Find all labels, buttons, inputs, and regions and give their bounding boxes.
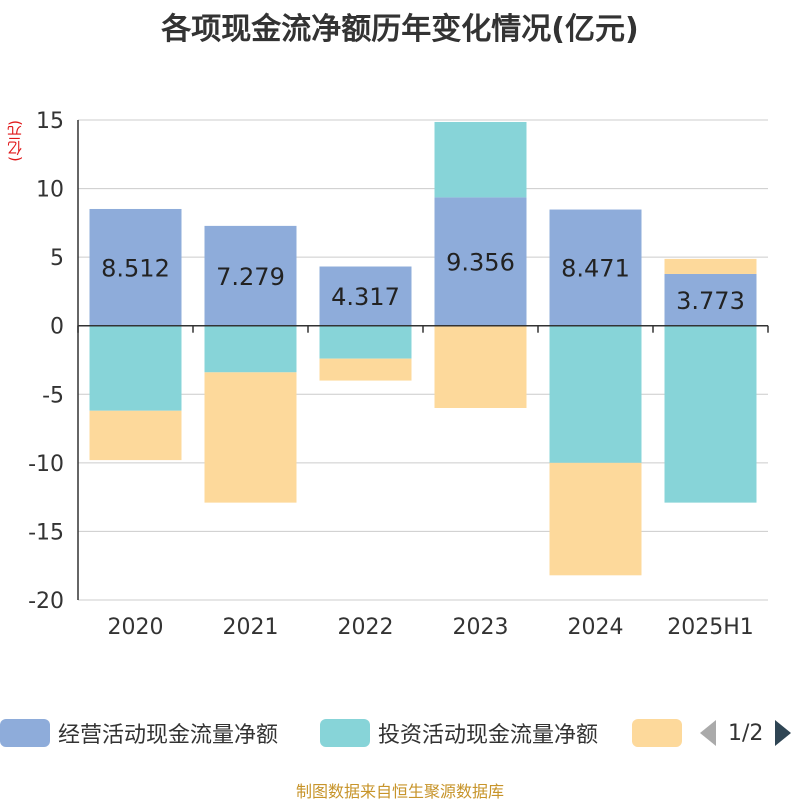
bar-financing-2020 — [89, 410, 182, 461]
bar-financing-2024 — [549, 462, 642, 576]
legend-item-financing[interactable] — [632, 718, 682, 748]
data-label-2020: 8.512 — [101, 254, 170, 282]
x-tick-label-2023: 2023 — [453, 615, 509, 640]
bar-operating-2021 — [204, 225, 297, 326]
legend-swatch-financing — [632, 719, 682, 747]
legend-label-investing: 投资活动现金流量净额 — [378, 723, 599, 748]
bar-investing-2020 — [89, 325, 182, 411]
bar-operating-2022 — [319, 266, 412, 326]
chart-title: 各项现金流净额历年变化情况(亿元) — [161, 12, 639, 47]
bar-financing-2023 — [434, 325, 527, 408]
x-tick-label-2021: 2021 — [223, 615, 279, 640]
bar-financing-2025H1 — [664, 258, 757, 274]
data-label-2021: 7.279 — [216, 263, 285, 291]
x-tick-label-2022: 2022 — [338, 615, 394, 640]
bar-financing-2021 — [204, 372, 297, 503]
bar-operating-2025H1 — [664, 273, 757, 326]
legend-page-indicator: 1/2 — [728, 720, 764, 746]
bar-investing-2022 — [319, 325, 412, 359]
legend-prev-page-icon[interactable] — [700, 720, 716, 746]
legend-item-investing[interactable]: 投资活动现金流量净额 — [320, 718, 598, 748]
chart-area: 15 10 5 0 -5 -10 -15 -20 8.512 7.279 4.317 9.356 8.4… — [28, 109, 769, 640]
y-tick-label: -20 — [28, 589, 64, 614]
y-tick-label: -5 — [42, 383, 64, 408]
bar-financing-2022 — [319, 358, 412, 381]
y-tick-label: 0 — [50, 315, 64, 340]
legend-pager: 1/2 — [700, 720, 792, 746]
y-tick-label: -10 — [28, 452, 64, 477]
bar-investing-2025H1 — [664, 325, 757, 503]
legend-label-operating: 经营活动现金流量净额 — [58, 723, 279, 748]
bar-investing-2024 — [549, 325, 642, 463]
bar-investing-2021 — [204, 325, 297, 373]
legend-swatch-investing — [320, 719, 370, 747]
data-source-note: 制图数据来自恒生聚源数据库 — [295, 782, 504, 801]
data-label-2025H1: 3.773 — [676, 287, 745, 315]
legend-swatch-operating — [0, 719, 50, 747]
bar-investing-2023 — [434, 121, 527, 198]
x-tick-label-2020: 2020 — [108, 615, 164, 640]
bar-operating-2023 — [434, 197, 527, 326]
bar-operating-2020 — [89, 208, 182, 326]
bar-operating-2024 — [549, 209, 642, 326]
y-tick-label: 15 — [36, 109, 64, 134]
data-label-2023: 9.356 — [446, 249, 515, 277]
legend: 经营活动现金流量净额 投资活动现金流量净额 1/2 — [0, 712, 800, 756]
x-tick-label-2024: 2024 — [568, 615, 624, 640]
y-tick-label: -15 — [28, 520, 64, 545]
x-tick-label-2025H1: 2025H1 — [667, 615, 754, 640]
data-label-2024: 8.471 — [561, 255, 630, 283]
legend-next-page-icon[interactable] — [775, 720, 792, 746]
y-tick-label: 10 — [36, 178, 64, 203]
data-label-2022: 4.317 — [331, 283, 400, 311]
legend-item-operating[interactable]: 经营活动现金流量净额 — [0, 718, 278, 748]
y-tick-label: 5 — [50, 246, 64, 271]
